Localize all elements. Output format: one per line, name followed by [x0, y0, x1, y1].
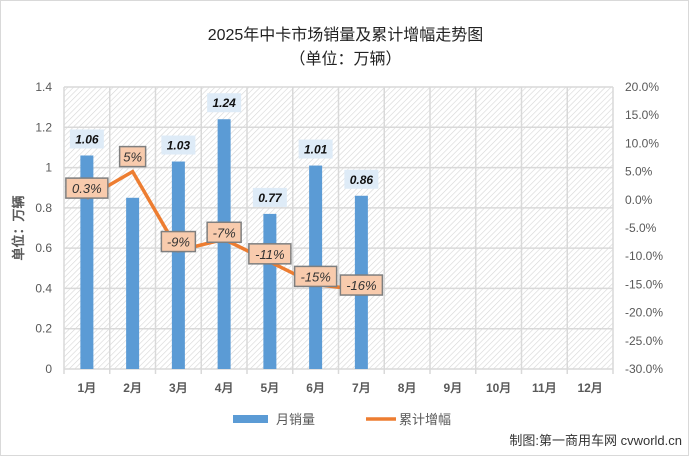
bar-label-bg — [207, 93, 242, 113]
y2-tick-label: 15.0% — [625, 108, 659, 122]
x-tick-label: 4月 — [215, 381, 234, 395]
x-tick-label: 2月 — [123, 381, 142, 395]
line-data-label: 0.3% — [72, 181, 102, 196]
legend-bar-label: 月销量 — [276, 412, 315, 427]
x-tick-label: 9月 — [444, 381, 463, 395]
y2-tick-label: 0.0% — [625, 193, 653, 207]
bar-data-label: 1.01 — [304, 143, 328, 157]
bar-label-bg — [252, 187, 287, 207]
line-label-box — [65, 177, 109, 199]
x-tick-label: 10月 — [486, 381, 511, 395]
y2-tick-label: -15.0% — [625, 277, 663, 291]
legend-bar-swatch — [233, 415, 268, 423]
bar — [80, 155, 94, 369]
x-tick-label: 7月 — [352, 381, 371, 395]
x-tick-label: 3月 — [169, 381, 188, 395]
bar-data-label: 1.06 — [75, 132, 99, 146]
bar-data-label: 1.24 — [212, 96, 236, 110]
x-tick-label: 6月 — [306, 381, 325, 395]
y-tick-label: 0.6 — [35, 241, 52, 255]
chart-subtitle: （单位：万辆） — [289, 51, 402, 68]
y2-tick-label: 20.0% — [625, 80, 659, 94]
bar-label-bg — [344, 169, 379, 189]
line-label-box — [160, 230, 197, 253]
y-axis-label: 单位：万辆 — [11, 195, 26, 260]
bar-label-bg — [298, 139, 333, 159]
x-tick-label: 11月 — [532, 381, 557, 395]
y-tick-label: 0.8 — [35, 201, 52, 215]
y-tick-label: 1.2 — [35, 120, 52, 134]
y-tick-label: 0.2 — [35, 322, 52, 336]
y2-tick-label: 10.0% — [625, 136, 659, 150]
line-label-box — [339, 274, 384, 296]
bar-data-label: 0.86 — [350, 173, 374, 187]
line-data-label: 5% — [123, 150, 142, 165]
bar-data-label: 1.03 — [167, 139, 191, 153]
y2-tick-label: 5.0% — [625, 165, 653, 179]
x-tick-label: 8月 — [398, 381, 417, 395]
bar-label-bg — [69, 129, 104, 149]
line-label-box — [248, 243, 292, 265]
line-label-box — [118, 145, 147, 168]
y2-tick-label: -25.0% — [625, 334, 663, 348]
bar — [263, 213, 277, 369]
x-tick-label: 5月 — [261, 381, 280, 395]
line-data-label: -9% — [167, 235, 190, 250]
bar — [126, 197, 140, 369]
y2-tick-label: -20.0% — [625, 306, 663, 320]
y-tick-label: 0.4 — [35, 281, 52, 295]
legend-line-label: 累计增幅 — [399, 412, 451, 427]
y2-tick-label: -5.0% — [625, 221, 657, 235]
line-data-label: -16% — [346, 278, 376, 293]
line-data-label: -11% — [255, 247, 284, 262]
x-tick-label: 1月 — [78, 381, 97, 395]
chart-title: 2025年中卡市场销量及累计增幅走势图 — [207, 27, 484, 44]
line-label-box — [206, 221, 242, 244]
y-tick-label: 0 — [45, 362, 52, 376]
x-tick-label: 12月 — [577, 381, 602, 395]
bar — [217, 119, 231, 369]
bar-data-label: 0.77 — [258, 191, 283, 205]
y2-tick-label: -30.0% — [625, 362, 663, 376]
line-label-box — [293, 265, 338, 288]
y-tick-label: 1 — [45, 161, 52, 175]
bar — [171, 161, 185, 369]
y2-tick-label: -10.0% — [625, 249, 663, 263]
line-data-label: -15% — [300, 269, 330, 284]
bar-label-bg — [161, 135, 196, 155]
source-credit: 制图:第一商用车网 cvworld.cn — [509, 433, 682, 448]
line-data-label: -7% — [213, 225, 236, 240]
y-tick-label: 1.4 — [35, 80, 52, 94]
